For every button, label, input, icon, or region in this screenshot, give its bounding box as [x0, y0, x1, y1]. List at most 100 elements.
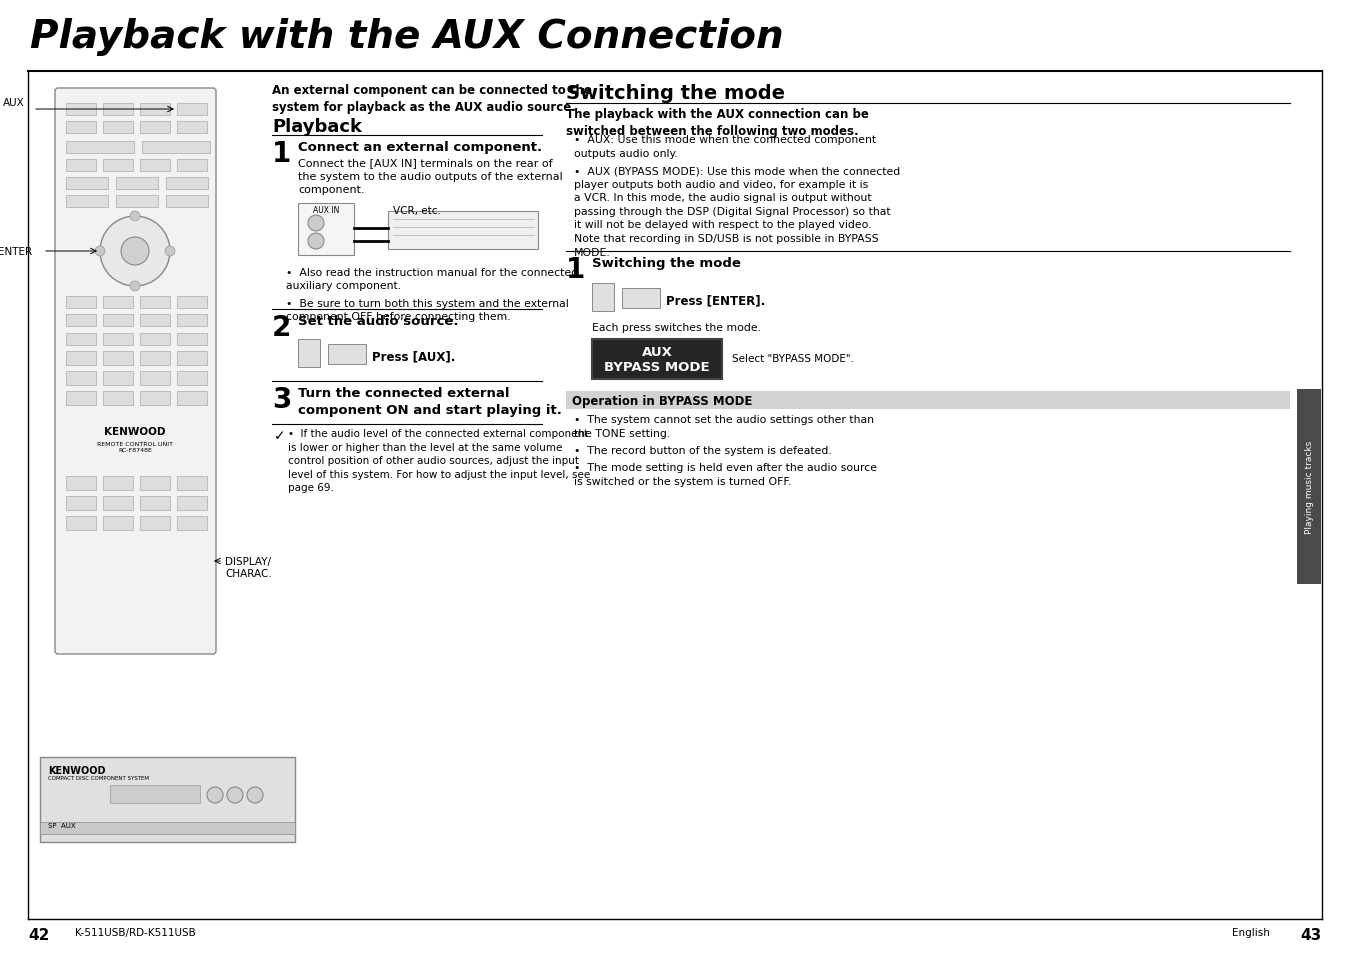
Bar [103, 352, 134, 366]
Text: •  AUX (BYPASS MODE): Use this mode when the connected
player outputs both audio: • AUX (BYPASS MODE): Use this mode when … [574, 166, 900, 257]
Text: •  Also read the instruction manual for the connected
auxiliary component.: • Also read the instruction manual for t… [286, 268, 578, 291]
Bar [66, 334, 96, 346]
Bar [177, 296, 207, 309]
Bar [140, 392, 170, 406]
Bar [177, 372, 207, 386]
Circle shape [165, 247, 176, 256]
Bar [140, 352, 170, 366]
Text: REMOTE CONTROL UNIT
RC-F8748E: REMOTE CONTROL UNIT RC-F8748E [97, 441, 173, 453]
Bar [177, 352, 207, 366]
Text: Connect the [AUX IN] terminals on the rear of
the system to the audio outputs of: Connect the [AUX IN] terminals on the re… [298, 158, 563, 195]
Bar [140, 296, 170, 309]
Text: Connect an external component.: Connect an external component. [298, 141, 543, 153]
Bar [298, 339, 320, 368]
Text: 43: 43 [1301, 927, 1322, 942]
Bar [66, 476, 96, 491]
Bar [66, 497, 96, 511]
Bar [116, 178, 158, 190]
Bar [140, 122, 170, 133]
Bar [103, 392, 134, 406]
Text: The playback with the AUX connection can be
switched between the following two m: The playback with the AUX connection can… [566, 108, 869, 138]
Text: KENWOOD: KENWOOD [49, 765, 105, 775]
Bar [177, 392, 207, 406]
Bar [177, 122, 207, 133]
Text: AUX: AUX [641, 346, 672, 358]
FancyBboxPatch shape [55, 89, 216, 655]
Bar [140, 104, 170, 116]
Bar [40, 822, 296, 834]
Bar [109, 785, 200, 803]
Text: Switching the mode: Switching the mode [593, 256, 741, 270]
Bar [140, 160, 170, 172]
Circle shape [130, 212, 140, 222]
Text: Press [ENTER].: Press [ENTER]. [666, 294, 765, 307]
Bar [103, 314, 134, 327]
Text: Each press switches the mode.: Each press switches the mode. [593, 323, 761, 333]
Bar [140, 517, 170, 531]
Text: ✓: ✓ [274, 429, 286, 442]
Bar [177, 497, 207, 511]
Bar [593, 284, 614, 312]
Bar [103, 372, 134, 386]
Bar [298, 204, 354, 255]
Bar [103, 334, 134, 346]
Text: Press [AUX].: Press [AUX]. [373, 350, 455, 363]
Text: •  The record button of the system is defeated.: • The record button of the system is def… [574, 446, 832, 456]
Text: AUX IN: AUX IN [313, 206, 339, 214]
Bar [177, 314, 207, 327]
Bar [116, 195, 158, 208]
Bar [1297, 390, 1322, 584]
Bar [103, 160, 134, 172]
Circle shape [207, 787, 223, 803]
Text: ENTER: ENTER [0, 247, 32, 256]
Text: KENWOOD: KENWOOD [104, 427, 166, 436]
Bar [66, 142, 134, 153]
Bar [40, 758, 296, 842]
Bar [140, 314, 170, 327]
Bar [142, 142, 211, 153]
Bar [66, 314, 96, 327]
Bar [177, 517, 207, 531]
Text: VCR, etc.: VCR, etc. [393, 206, 441, 215]
Text: •  Be sure to turn both this system and the external
component OFF before connec: • Be sure to turn both this system and t… [286, 298, 568, 322]
Bar [66, 372, 96, 386]
Text: 42: 42 [28, 927, 50, 942]
Bar [177, 160, 207, 172]
Bar [566, 392, 1291, 410]
Circle shape [247, 787, 263, 803]
Bar [66, 392, 96, 406]
Text: 3: 3 [271, 386, 292, 414]
Bar [140, 476, 170, 491]
Bar [103, 476, 134, 491]
Text: •  If the audio level of the connected external component
is lower or higher tha: • If the audio level of the connected ex… [288, 429, 590, 493]
Text: English: English [1233, 927, 1270, 937]
Circle shape [122, 237, 148, 266]
Bar [66, 104, 96, 116]
Circle shape [130, 282, 140, 292]
Text: Set the audio source.: Set the audio source. [298, 314, 459, 328]
Text: AUX: AUX [3, 98, 24, 108]
Bar [166, 195, 208, 208]
Bar [328, 345, 366, 365]
Bar [177, 334, 207, 346]
Bar [103, 122, 134, 133]
Text: 1: 1 [566, 255, 586, 284]
Text: An external component can be connected to the
system for playback as the AUX aud: An external component can be connected t… [271, 84, 591, 113]
Bar [387, 212, 539, 250]
Text: DISPLAY/
CHARAC.: DISPLAY/ CHARAC. [225, 557, 271, 578]
Circle shape [95, 247, 105, 256]
Bar [140, 497, 170, 511]
Text: COMPACT DISC COMPONENT SYSTEM: COMPACT DISC COMPONENT SYSTEM [49, 775, 148, 781]
Text: Operation in BYPASS MODE: Operation in BYPASS MODE [572, 395, 752, 408]
Text: BYPASS MODE: BYPASS MODE [605, 360, 710, 374]
Text: •  AUX: Use this mode when the connected component
outputs audio only.: • AUX: Use this mode when the connected … [574, 135, 876, 158]
Text: Playback with the AUX Connection: Playback with the AUX Connection [30, 18, 783, 56]
Bar [140, 372, 170, 386]
Bar [66, 160, 96, 172]
Text: K-511USB/RD-K511USB: K-511USB/RD-K511USB [76, 927, 196, 937]
Bar [103, 497, 134, 511]
Text: Playback: Playback [271, 118, 362, 136]
Bar [103, 517, 134, 531]
Bar [177, 104, 207, 116]
Text: SP  AUX: SP AUX [49, 822, 76, 828]
